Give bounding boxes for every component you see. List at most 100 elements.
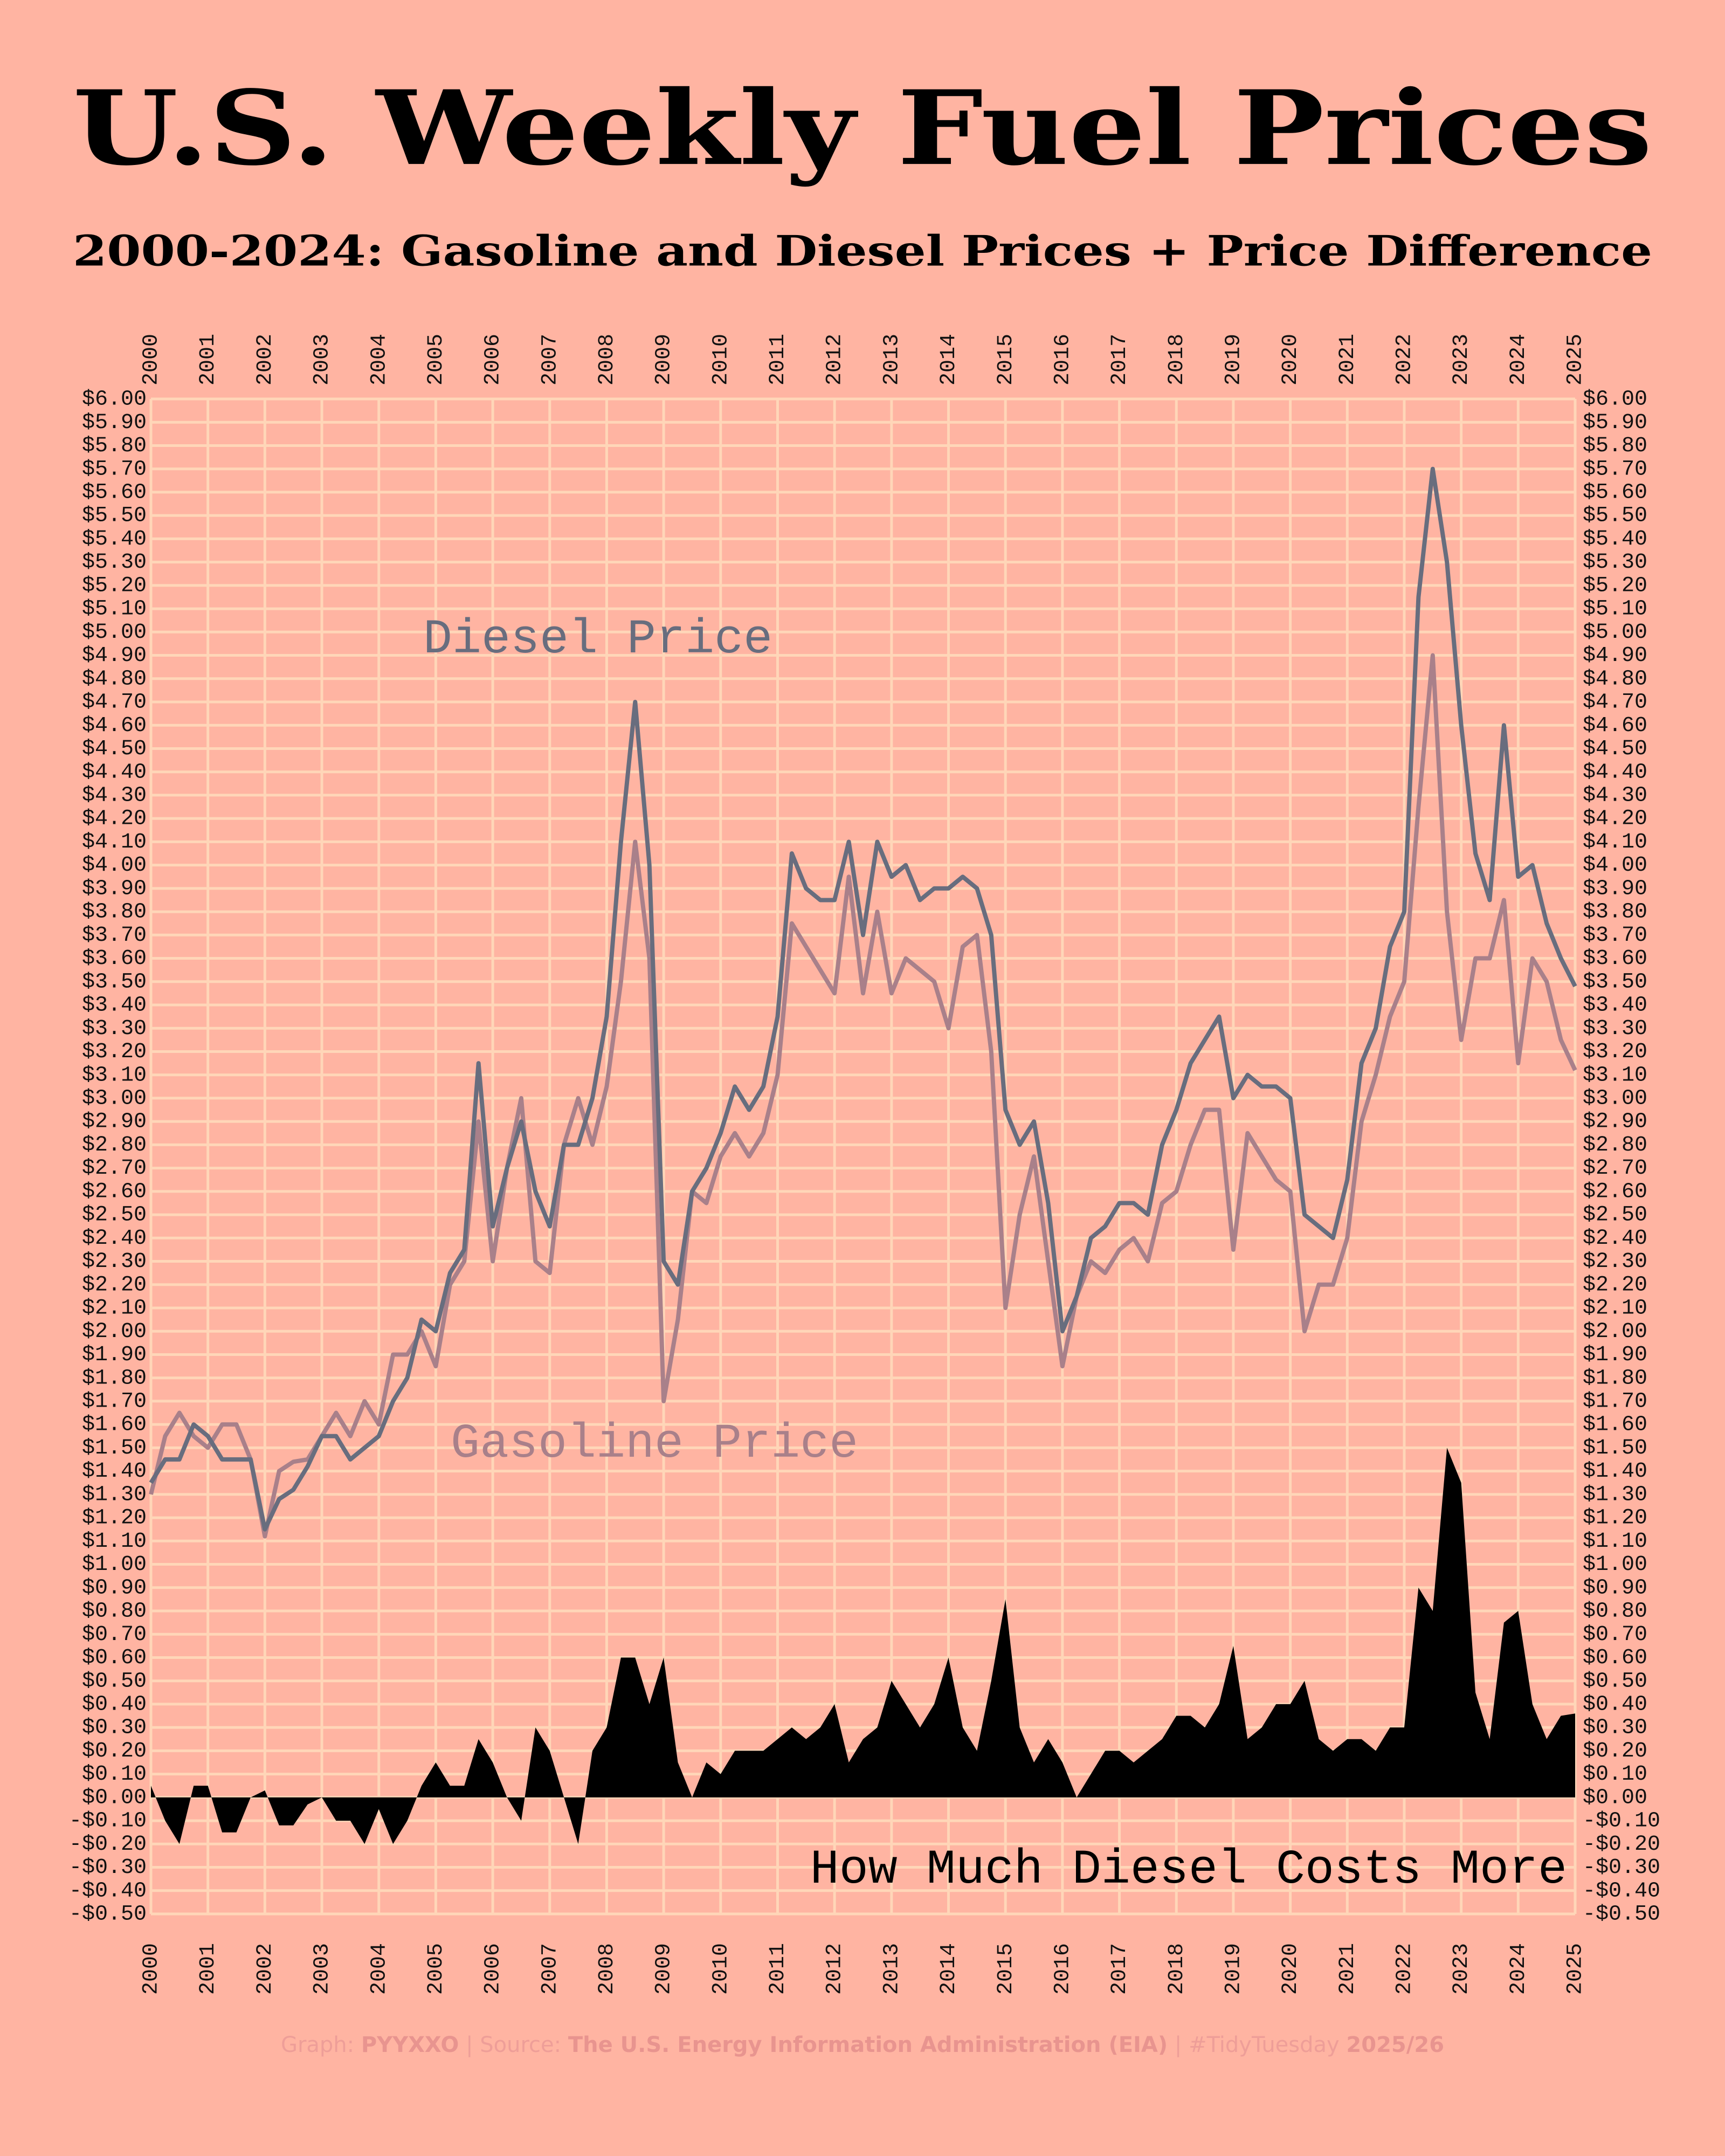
y-tick-label: -$0.50 — [69, 1903, 147, 1927]
y-tick-label: $2.90 — [82, 1110, 147, 1134]
y2-tick-label: $4.30 — [1583, 783, 1647, 808]
y-tick-label: $5.00 — [82, 621, 147, 645]
x-tick-label-bottom: 2021 — [1336, 1943, 1360, 1995]
labels: -$0.50 -$0.50-$0.40 -$0.40-$0.30 -$0.30-$0.… — [69, 334, 1660, 1995]
y-tick-label: $4.40 — [82, 760, 147, 784]
y2-tick-label: $0.60 — [1583, 1646, 1647, 1670]
y-tick-label: $4.10 — [82, 830, 147, 855]
x-tick-label-bottom: 2018 — [1165, 1943, 1189, 1995]
x-tick-label-top: 2012 — [823, 334, 847, 385]
y2-tick-label: $1.40 — [1583, 1459, 1647, 1484]
x-tick-label-bottom: 2009 — [652, 1943, 677, 1995]
y-tick-label: $3.00 — [82, 1086, 147, 1111]
y2-tick-label: $3.60 — [1583, 947, 1647, 971]
y-tick-label: $3.70 — [82, 924, 147, 948]
y-tick-label: $2.50 — [82, 1203, 147, 1228]
y2-tick-label: $3.10 — [1583, 1063, 1647, 1087]
y2-tick-label: $1.50 — [1583, 1436, 1647, 1461]
x-tick-label-top: 2019 — [1222, 334, 1246, 385]
y-tick-label: $0.30 — [82, 1716, 147, 1740]
difference-area — [151, 1448, 1575, 1844]
y2-tick-label: $4.90 — [1583, 644, 1647, 668]
y2-tick-label: $5.70 — [1583, 457, 1647, 481]
y-tick-label: $4.00 — [82, 853, 147, 878]
y-tick-label: $0.20 — [82, 1739, 147, 1764]
y2-tick-label: $1.70 — [1583, 1389, 1647, 1414]
y2-tick-label: $5.40 — [1583, 527, 1647, 552]
y-tick-label: $5.70 — [82, 457, 147, 481]
y2-tick-label: $5.90 — [1583, 411, 1647, 435]
x-tick-label-bottom: 2020 — [1279, 1943, 1303, 1995]
plot — [149, 466, 1577, 1844]
y2-tick-label: $0.40 — [1583, 1692, 1647, 1717]
x-tick-label-top: 2002 — [253, 334, 278, 385]
x-tick-label-top: 2018 — [1165, 334, 1189, 385]
chart-subtitle: 2000-2024: Gasoline and Diesel Prices + … — [73, 227, 1652, 276]
x-tick-label-top: 2020 — [1279, 334, 1303, 385]
y-tick-label: $0.40 — [82, 1692, 147, 1717]
y-tick-label: $5.40 — [82, 527, 147, 552]
x-tick-label-bottom: 2012 — [823, 1943, 847, 1995]
y2-tick-label: $0.30 — [1583, 1716, 1647, 1740]
y2-tick-label: $3.70 — [1583, 924, 1647, 948]
y-tick-label: $3.40 — [82, 994, 147, 1018]
x-tick-label-top: 2000 — [140, 334, 164, 385]
y-tick-label: $5.20 — [82, 574, 147, 598]
x-tick-label-bottom: 2010 — [709, 1943, 733, 1995]
price-line — [149, 653, 1577, 1539]
y-tick-label: $0.10 — [82, 1762, 147, 1787]
y-tick-label: $4.90 — [82, 644, 147, 668]
y2-tick-label: $1.00 — [1583, 1553, 1647, 1577]
footer-part: Graph: — [281, 2033, 361, 2057]
y-tick-label: -$0.40 — [69, 1879, 147, 1903]
y-tick-label: $3.30 — [82, 1017, 147, 1041]
y2-tick-label: $1.60 — [1583, 1413, 1647, 1437]
y2-tick-label: $5.30 — [1583, 550, 1647, 575]
y2-tick-label: $0.00 — [1583, 1786, 1647, 1810]
y-tick-label: $5.60 — [82, 480, 147, 505]
y-tick-label: $1.20 — [82, 1506, 147, 1531]
x-tick-label-top: 2004 — [367, 334, 391, 385]
x-tick-label-top: 2023 — [1450, 334, 1474, 385]
x-tick-label-top: 2003 — [310, 334, 335, 385]
y2-tick-label: $4.50 — [1583, 737, 1647, 761]
y2-tick-label: $4.40 — [1583, 760, 1647, 784]
x-tick-label-top: 2015 — [994, 334, 1018, 385]
footer-part: The U.S. Energy Information Administrati… — [568, 2033, 1168, 2057]
y2-tick-label: $1.20 — [1583, 1506, 1647, 1531]
y-tick-label: $0.50 — [82, 1669, 147, 1693]
y2-tick-label: $3.90 — [1583, 877, 1647, 901]
y2-tick-label: -$0.10 — [1583, 1809, 1660, 1834]
y-tick-label: $5.90 — [82, 411, 147, 435]
y-tick-label: $1.60 — [82, 1413, 147, 1437]
x-tick-label-top: 2024 — [1507, 334, 1531, 385]
y-tick-label: $4.80 — [82, 667, 147, 691]
y2-tick-label: $2.20 — [1583, 1273, 1647, 1297]
y2-tick-label: $4.80 — [1583, 667, 1647, 691]
y-tick-label: $2.80 — [82, 1133, 147, 1158]
y-tick-label: -$0.30 — [69, 1856, 147, 1880]
y-tick-label: $2.30 — [82, 1250, 147, 1274]
x-tick-label-bottom: 2013 — [880, 1943, 904, 1995]
y2-tick-label: $2.30 — [1583, 1250, 1647, 1274]
y-tick-label: $1.90 — [82, 1343, 147, 1367]
y2-tick-label: $5.20 — [1583, 574, 1647, 598]
x-tick-label-bottom: 2014 — [937, 1943, 961, 1995]
x-tick-label-top: 2022 — [1393, 334, 1417, 385]
y-tick-label: $3.80 — [82, 900, 147, 925]
x-tick-label-bottom: 2004 — [367, 1943, 391, 1995]
footer-part: 2025/26 — [1346, 2033, 1444, 2057]
y-tick-label: $1.50 — [82, 1436, 147, 1461]
x-tick-label-bottom: 2007 — [538, 1943, 562, 1995]
x-tick-label-bottom: 2001 — [196, 1943, 220, 1995]
y2-tick-label: $3.30 — [1583, 1017, 1647, 1041]
x-tick-label-top: 2001 — [196, 334, 220, 385]
y-tick-label: $1.30 — [82, 1483, 147, 1507]
footer-part: | #TidyTuesday — [1168, 2033, 1346, 2057]
price-line — [149, 466, 1577, 1532]
x-tick-label-top: 2009 — [652, 334, 677, 385]
x-tick-label-bottom: 2006 — [481, 1943, 506, 1995]
y-tick-label: $4.50 — [82, 737, 147, 761]
y2-tick-label: $6.00 — [1583, 388, 1647, 412]
